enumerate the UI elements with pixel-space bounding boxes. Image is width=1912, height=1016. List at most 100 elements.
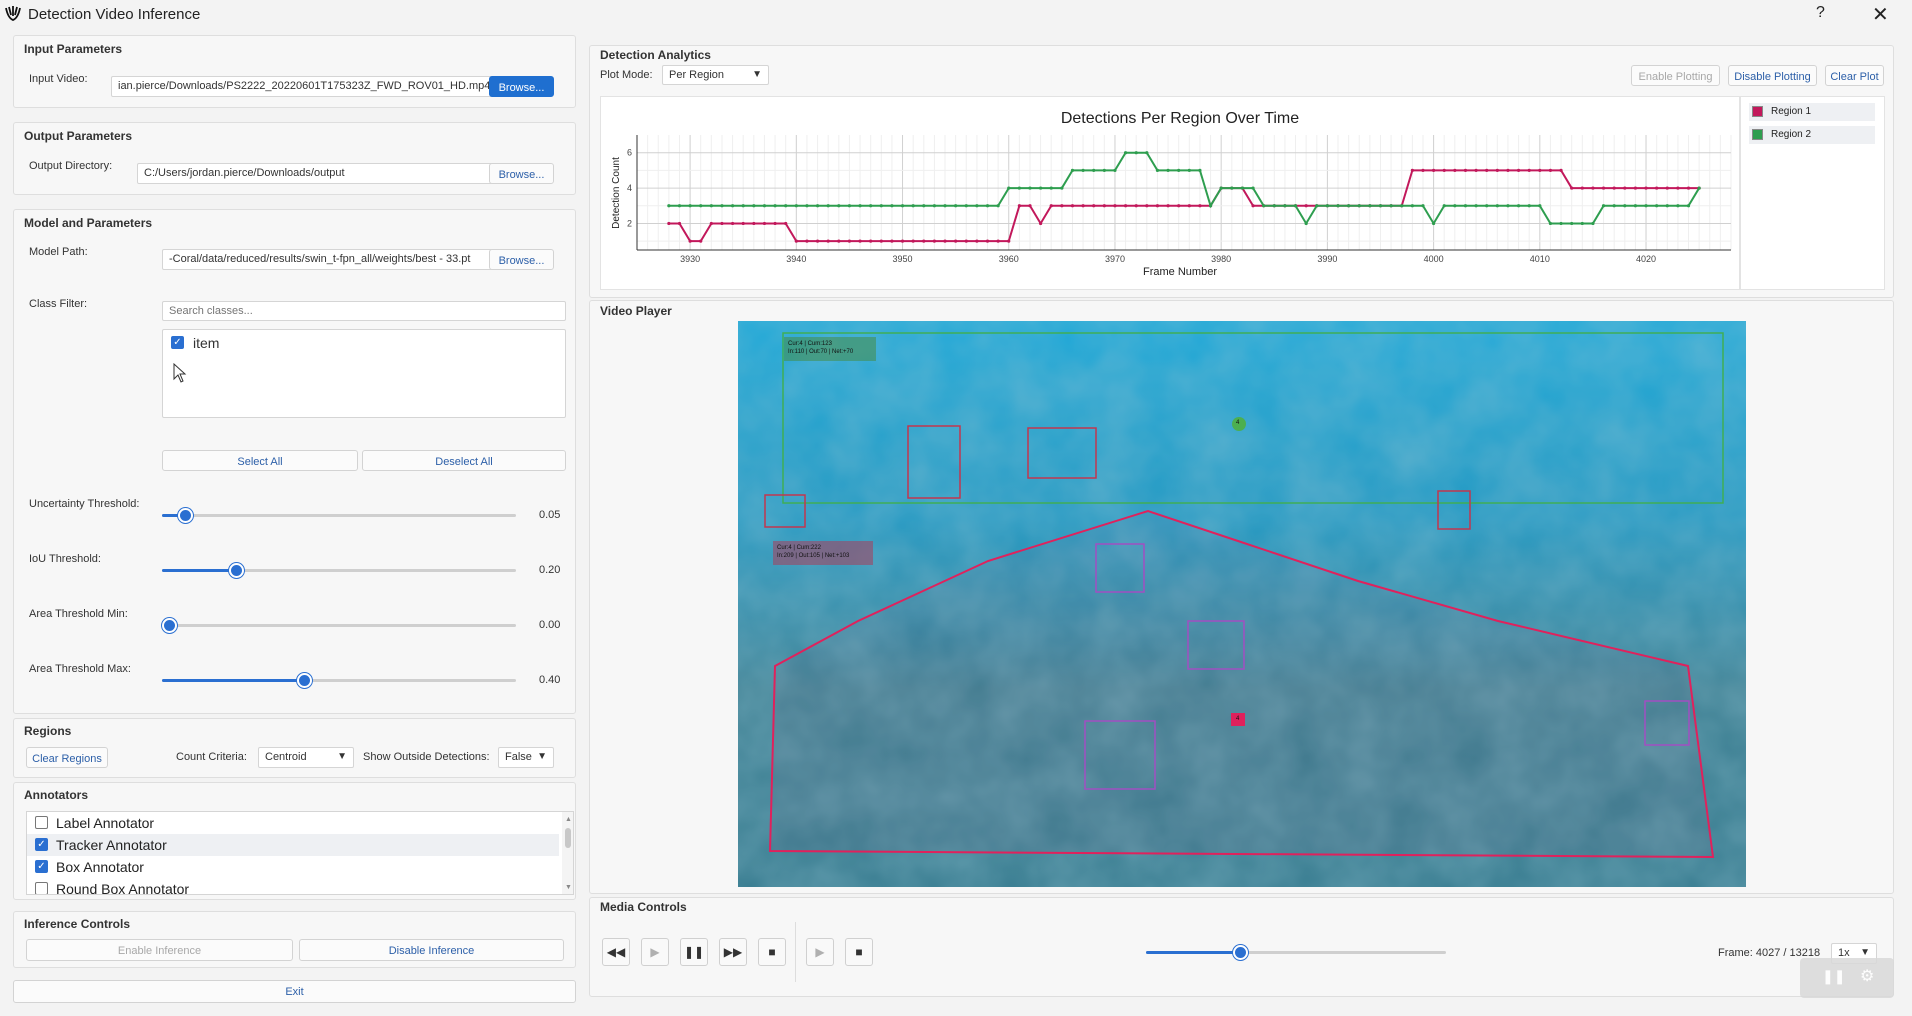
series-point-2: [762, 204, 767, 208]
play-button[interactable]: ▶: [641, 938, 669, 966]
series-point-2: [1463, 204, 1468, 208]
series-point-2: [975, 204, 979, 208]
iou-slider-track: [162, 569, 516, 572]
annotator-checkbox[interactable]: [35, 816, 48, 829]
series-point-2: [1538, 204, 1542, 208]
series-point-2: [996, 204, 1000, 208]
area-min-slider-track: [162, 624, 516, 627]
area-max-slider-handle[interactable]: [297, 673, 312, 688]
scroll-up-icon[interactable]: ▲: [565, 816, 572, 823]
annotator-label: Label Annotator: [56, 815, 155, 831]
list-item[interactable]: ✓ Tracker Annotator: [27, 834, 559, 856]
plot-mode-select[interactable]: Per Region ▼: [662, 65, 769, 85]
legend-label: Region 1: [1771, 106, 1812, 117]
video-frame[interactable]: Cur:4 | Cum:123 In:110 | Out:70 | Net:+70…: [738, 321, 1746, 887]
series-point-1: [1644, 186, 1648, 190]
list-item[interactable]: Label Annotator: [27, 812, 559, 834]
list-item[interactable]: Round Box Annotator: [27, 878, 559, 894]
series-point-2: [784, 204, 788, 208]
series-point-2: [1240, 186, 1245, 190]
input-browse-button[interactable]: Browse...: [489, 76, 554, 97]
fast-forward-button[interactable]: ▶▶: [719, 938, 747, 966]
disable-inference-button[interactable]: Disable Inference: [299, 939, 564, 961]
series-point-2: [677, 204, 682, 208]
class-search-input[interactable]: [162, 301, 566, 321]
series-point-2: [1039, 186, 1043, 190]
pause-button[interactable]: ❚❚: [680, 938, 708, 966]
series-point-2: [1230, 186, 1234, 190]
model-browse-button[interactable]: Browse...: [489, 249, 554, 270]
series-point-2: [1474, 204, 1478, 208]
annotator-checkbox[interactable]: [35, 882, 48, 894]
series-point-2: [869, 204, 873, 208]
chart-xlabel: Frame Number: [1143, 266, 1217, 278]
close-button[interactable]: ✕: [1872, 4, 1889, 26]
series-point-2: [1368, 204, 1372, 208]
series-point-2: [943, 204, 947, 208]
uncertainty-slider-track: [162, 514, 516, 517]
y-tick-label: 4: [627, 183, 632, 193]
show-outside-select[interactable]: False ▼: [498, 747, 554, 768]
disable-plotting-button[interactable]: Disable Plotting: [1728, 65, 1817, 86]
output-directory-field[interactable]: C:/Users/jordan.pierce/Downloads/output: [137, 163, 493, 184]
output-browse-button[interactable]: Browse...: [489, 163, 554, 184]
series-point-1: [1145, 204, 1149, 208]
class-item-checkbox[interactable]: ✓: [171, 336, 184, 349]
series-point-2: [773, 204, 777, 208]
series-point-2: [1113, 168, 1117, 172]
region-1-outline: [768, 509, 1715, 859]
record-stop-button[interactable]: ■: [845, 938, 873, 966]
enable-plotting-button[interactable]: Enable Plotting: [1631, 65, 1720, 86]
record-play-button[interactable]: ▶: [806, 938, 834, 966]
model-path-field[interactable]: -Coral/data/reduced/results/swin_t-fpn_a…: [162, 249, 493, 270]
class-filter-label: Class Filter:: [29, 298, 88, 310]
pause-icon[interactable]: ❚❚: [1822, 968, 1846, 984]
area-max-label: Area Threshold Max:: [29, 663, 131, 675]
series-point-2: [699, 204, 703, 208]
annotator-checkbox[interactable]: ✓: [35, 838, 48, 851]
select-all-button[interactable]: Select All: [162, 450, 358, 471]
help-button[interactable]: ?: [1816, 4, 1825, 21]
series-point-1: [784, 221, 788, 226]
input-video-field[interactable]: ian.pierce/Downloads/PS2222_20220601T175…: [111, 76, 493, 97]
series-point-2: [1251, 186, 1255, 190]
series-point-2: [1601, 204, 1606, 208]
iou-value: 0.20: [539, 564, 561, 576]
series-point-2: [985, 204, 990, 208]
scrollbar-thumb[interactable]: [565, 828, 571, 848]
enable-inference-button[interactable]: Enable Inference: [26, 939, 293, 961]
list-item[interactable]: ✓ Box Annotator: [27, 856, 559, 878]
rewind-button[interactable]: ◀◀: [602, 938, 630, 966]
series-point-1: [752, 221, 756, 226]
series-point-1: [1538, 168, 1542, 172]
settings-icon[interactable]: ⚙: [1860, 968, 1875, 985]
scroll-down-icon[interactable]: ▼: [565, 884, 572, 891]
uncertainty-slider-handle[interactable]: [178, 508, 193, 523]
series-point-1: [1432, 168, 1436, 172]
chart-ylabel: Detection Count: [611, 157, 622, 229]
annotators-title: Annotators: [24, 788, 88, 802]
series-point-1: [1113, 204, 1117, 208]
series-point-2: [1506, 204, 1510, 208]
series-point-2: [1421, 204, 1425, 208]
track-id-label: 4: [1236, 716, 1240, 722]
stop-button[interactable]: ■: [758, 938, 786, 966]
area-min-slider-handle[interactable]: [162, 618, 177, 633]
series-point-1: [762, 221, 767, 226]
input-parameters-title: Input Parameters: [24, 42, 123, 56]
seek-slider-handle[interactable]: [1233, 945, 1248, 960]
annotator-label: Box Annotator: [56, 859, 144, 875]
seek-slider-track[interactable]: [1146, 951, 1446, 954]
count-criteria-select[interactable]: Centroid ▼: [258, 747, 354, 768]
series-point-1: [964, 239, 968, 243]
series-point-2: [1400, 204, 1404, 208]
iou-slider-handle[interactable]: [229, 563, 244, 578]
series-point-2: [1060, 186, 1064, 190]
annotator-scrollbar[interactable]: ▲ ▼: [562, 812, 573, 894]
deselect-all-button[interactable]: Deselect All: [362, 450, 566, 471]
clear-regions-button[interactable]: Clear Regions: [26, 747, 108, 768]
exit-button[interactable]: Exit: [13, 980, 576, 1003]
clear-plot-button[interactable]: Clear Plot: [1825, 65, 1884, 86]
iou-threshold-label: IoU Threshold:: [29, 553, 101, 565]
annotator-checkbox[interactable]: ✓: [35, 860, 48, 873]
